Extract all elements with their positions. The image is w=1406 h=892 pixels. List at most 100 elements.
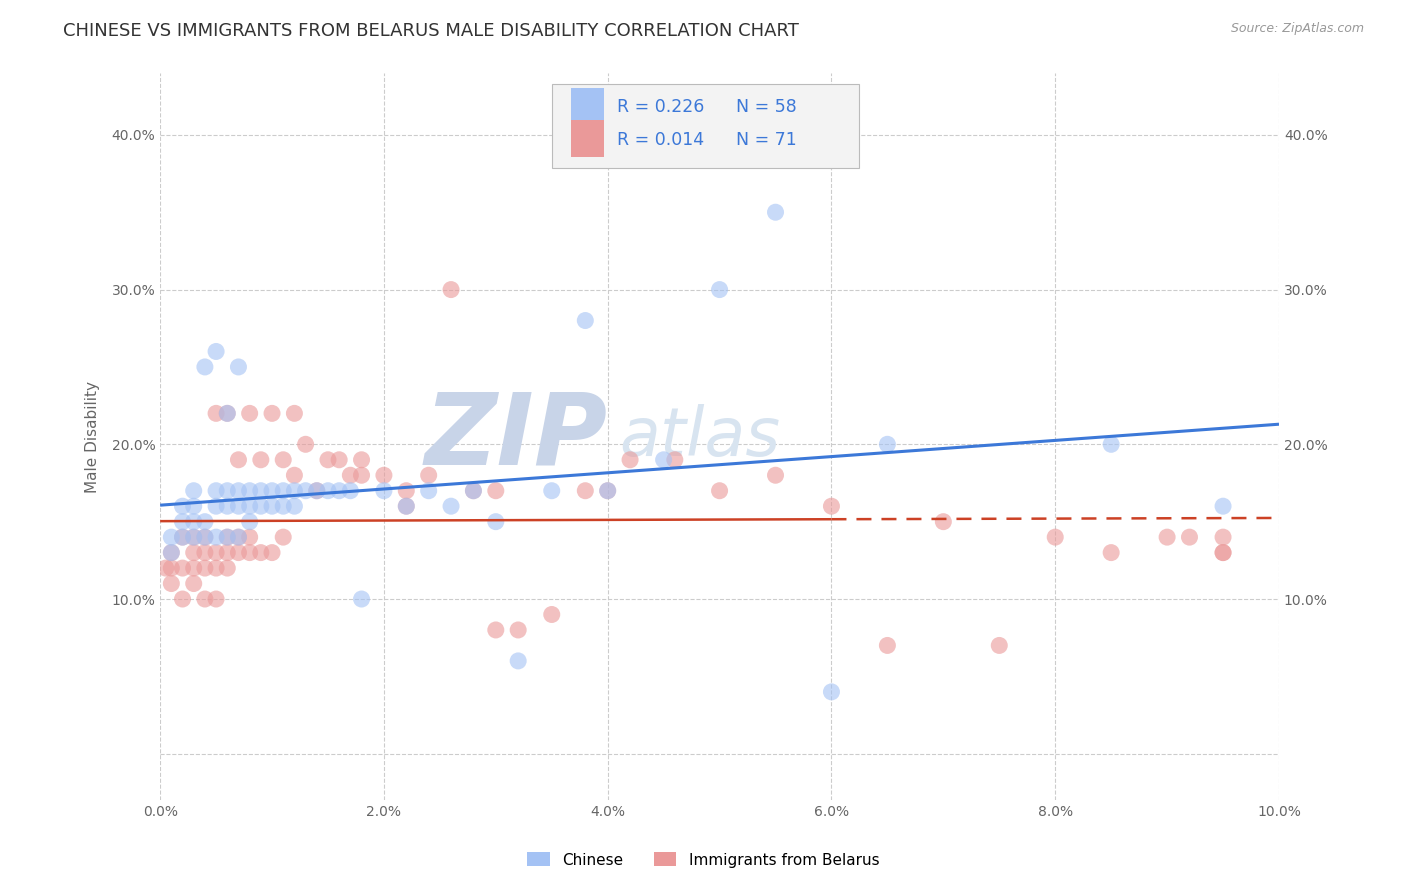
Point bbox=[765, 468, 787, 483]
Point bbox=[440, 499, 463, 513]
Point bbox=[350, 452, 373, 467]
Point bbox=[228, 546, 250, 560]
Point bbox=[239, 546, 262, 560]
Point bbox=[217, 483, 239, 498]
Point bbox=[228, 530, 250, 544]
Point bbox=[619, 452, 641, 467]
Point bbox=[350, 592, 373, 607]
Point bbox=[339, 483, 361, 498]
Point bbox=[596, 483, 619, 498]
Text: R = 0.226: R = 0.226 bbox=[617, 98, 704, 116]
Point bbox=[183, 499, 205, 513]
Point bbox=[440, 283, 463, 297]
Point bbox=[463, 483, 485, 498]
Point bbox=[574, 483, 596, 498]
Text: R = 0.014: R = 0.014 bbox=[617, 131, 704, 149]
Point bbox=[1156, 530, 1178, 544]
Point bbox=[328, 452, 350, 467]
Point bbox=[574, 313, 596, 327]
Point bbox=[183, 483, 205, 498]
Point bbox=[283, 468, 305, 483]
Point bbox=[260, 499, 283, 513]
Point bbox=[239, 515, 262, 529]
Point bbox=[1212, 499, 1234, 513]
Point bbox=[540, 483, 562, 498]
Point bbox=[239, 483, 262, 498]
Point bbox=[239, 406, 262, 420]
Point bbox=[485, 623, 508, 637]
Point bbox=[160, 546, 183, 560]
Point bbox=[205, 561, 228, 575]
Point bbox=[596, 483, 619, 498]
Point bbox=[205, 530, 228, 544]
Point bbox=[194, 530, 217, 544]
Point bbox=[283, 483, 305, 498]
Point bbox=[183, 561, 205, 575]
Point bbox=[155, 561, 177, 575]
Point bbox=[1045, 530, 1067, 544]
Point bbox=[228, 483, 250, 498]
Point bbox=[228, 359, 250, 374]
Point bbox=[271, 483, 294, 498]
Point bbox=[932, 515, 955, 529]
Point bbox=[205, 406, 228, 420]
Point bbox=[350, 468, 373, 483]
Point bbox=[217, 406, 239, 420]
Point bbox=[228, 499, 250, 513]
Point bbox=[205, 499, 228, 513]
Point bbox=[876, 437, 898, 451]
Point bbox=[395, 499, 418, 513]
Text: atlas: atlas bbox=[619, 403, 780, 469]
Point bbox=[709, 283, 731, 297]
Point bbox=[271, 530, 294, 544]
Point bbox=[172, 530, 194, 544]
Text: ZIP: ZIP bbox=[425, 388, 607, 485]
Point bbox=[194, 546, 217, 560]
Point bbox=[172, 515, 194, 529]
Point bbox=[160, 561, 183, 575]
Point bbox=[988, 639, 1011, 653]
Point bbox=[652, 452, 675, 467]
Text: CHINESE VS IMMIGRANTS FROM BELARUS MALE DISABILITY CORRELATION CHART: CHINESE VS IMMIGRANTS FROM BELARUS MALE … bbox=[63, 22, 799, 40]
Point bbox=[328, 483, 350, 498]
FancyBboxPatch shape bbox=[571, 87, 605, 124]
Point bbox=[194, 561, 217, 575]
Point bbox=[194, 359, 217, 374]
Point bbox=[485, 515, 508, 529]
Point bbox=[228, 452, 250, 467]
Point bbox=[294, 483, 316, 498]
Point bbox=[172, 592, 194, 607]
Point bbox=[194, 530, 217, 544]
Point bbox=[271, 452, 294, 467]
Point bbox=[1099, 546, 1122, 560]
Point bbox=[508, 623, 530, 637]
Point bbox=[205, 546, 228, 560]
Point bbox=[540, 607, 562, 622]
Point bbox=[228, 530, 250, 544]
Point bbox=[1212, 546, 1234, 560]
Point bbox=[1212, 546, 1234, 560]
Point bbox=[205, 344, 228, 359]
Point bbox=[183, 530, 205, 544]
Point bbox=[709, 483, 731, 498]
Point bbox=[217, 530, 239, 544]
Point bbox=[172, 561, 194, 575]
Point bbox=[217, 406, 239, 420]
Point bbox=[217, 546, 239, 560]
Point bbox=[183, 515, 205, 529]
Point bbox=[418, 483, 440, 498]
Point bbox=[160, 530, 183, 544]
Point bbox=[160, 576, 183, 591]
Text: N = 58: N = 58 bbox=[737, 98, 797, 116]
FancyBboxPatch shape bbox=[551, 84, 859, 168]
Point bbox=[250, 483, 273, 498]
Point bbox=[305, 483, 328, 498]
Text: N = 71: N = 71 bbox=[737, 131, 797, 149]
Point bbox=[183, 576, 205, 591]
Point bbox=[260, 406, 283, 420]
Legend: Chinese, Immigrants from Belarus: Chinese, Immigrants from Belarus bbox=[520, 847, 886, 873]
Point bbox=[463, 483, 485, 498]
Text: Source: ZipAtlas.com: Source: ZipAtlas.com bbox=[1230, 22, 1364, 36]
Point bbox=[664, 452, 686, 467]
Point bbox=[194, 592, 217, 607]
